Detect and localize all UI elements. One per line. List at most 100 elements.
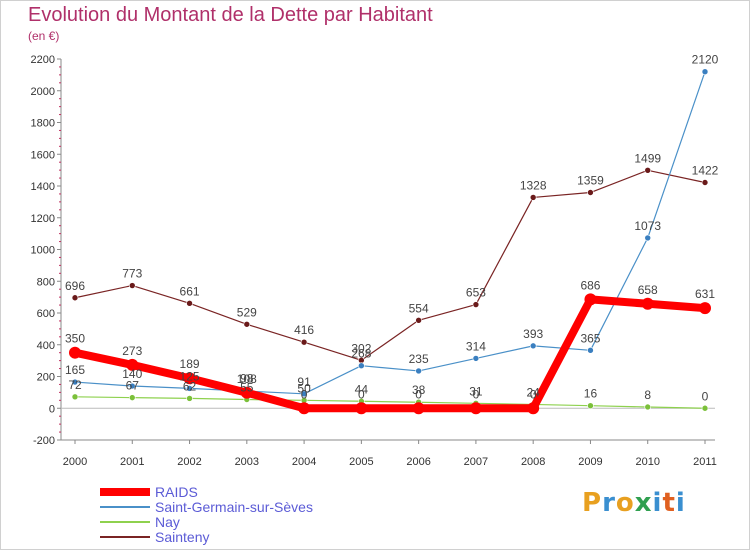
- x-tick-label: 2011: [693, 456, 717, 468]
- legend-label-raids: RAIDS: [155, 483, 198, 500]
- logo-letter: t: [662, 488, 676, 518]
- data-label: 55: [240, 381, 254, 395]
- data-point: [529, 342, 537, 350]
- data-point: [469, 402, 482, 415]
- x-tick-label: 2005: [349, 456, 373, 468]
- data-label: 235: [409, 352, 429, 366]
- data-label: 50: [297, 381, 311, 395]
- data-point: [699, 302, 711, 315]
- data-point: [300, 338, 308, 346]
- data-point: [472, 355, 480, 362]
- legend-item-nay: Nay: [100, 513, 313, 530]
- logo-letter: P: [582, 488, 603, 518]
- data-label: 2120: [692, 53, 719, 67]
- data-point: [472, 301, 480, 308]
- data-labels-layer: 696 773 661 529 416 302 554 653 1328 1359 1499 1422…: [65, 53, 719, 404]
- chart-title: Evolution du Montant de la Dette par Hab…: [28, 4, 433, 26]
- x-tick-label: 2002: [177, 456, 201, 468]
- y-tick-label: 1600: [31, 149, 55, 161]
- data-point: [644, 403, 652, 411]
- data-label: 72: [68, 378, 82, 392]
- y-tick-label: 1200: [31, 213, 55, 225]
- data-label: 1328: [520, 178, 547, 192]
- data-point: [701, 68, 709, 75]
- data-label: 16: [584, 387, 598, 401]
- data-label: 554: [409, 301, 429, 315]
- data-label: 67: [126, 379, 140, 393]
- series-line-0: [71, 295, 709, 413]
- data-point: [644, 234, 652, 242]
- data-label: 273: [122, 344, 142, 358]
- data-label: 108: [237, 372, 257, 386]
- data-label: 8: [644, 388, 651, 402]
- data-label: 302: [351, 341, 371, 355]
- data-point: [701, 404, 709, 412]
- data-label: 98: [240, 372, 254, 386]
- legend-swatch-saint-germain: [100, 505, 150, 508]
- data-point: [358, 362, 365, 370]
- data-point: [584, 293, 597, 306]
- data-label: 62: [183, 379, 197, 393]
- data-label: 529: [237, 305, 257, 319]
- data-label: 0: [358, 387, 365, 401]
- unit-label: (en €): [28, 29, 60, 43]
- x-tick-label: 2001: [120, 456, 144, 468]
- data-point: [355, 402, 368, 415]
- data-label: 268: [351, 347, 371, 361]
- legend-item-raids: RAIDS: [100, 483, 313, 500]
- legend-label-sainteny: Sainteny: [155, 528, 210, 545]
- data-point: [415, 367, 422, 375]
- data-point: [186, 300, 193, 307]
- y-tick-label: -200: [33, 435, 55, 447]
- data-point: [644, 166, 652, 174]
- logo-letter: x: [634, 488, 653, 518]
- x-tick-label: 2000: [63, 456, 87, 468]
- data-label: 365: [580, 331, 600, 345]
- data-point: [243, 320, 251, 328]
- y-tick-label: 1800: [31, 118, 55, 130]
- axes: -200020040060080010001200140016001800200…: [31, 54, 717, 468]
- data-label: 125: [180, 369, 200, 383]
- data-point: [128, 394, 136, 401]
- data-label: 31: [469, 384, 483, 398]
- series-line-1: [74, 71, 706, 395]
- data-point: [587, 347, 594, 354]
- data-point: [69, 346, 81, 359]
- x-tick-label: 2009: [578, 456, 602, 468]
- legend-swatch-sainteny: [100, 535, 150, 538]
- data-point: [71, 378, 79, 386]
- data-point: [183, 372, 196, 385]
- y-tick-label: 200: [37, 372, 55, 384]
- legend-label-nay: Nay: [155, 513, 180, 530]
- data-point: [527, 402, 540, 415]
- data-label: 653: [466, 286, 486, 300]
- y-tick-label: 600: [37, 308, 55, 320]
- x-tick-label: 2010: [635, 456, 659, 468]
- series-line-2: [74, 396, 706, 409]
- x-tick-label: 2008: [521, 456, 545, 468]
- logo-letter: r: [602, 488, 616, 518]
- y-tick-label: 2000: [31, 86, 55, 98]
- legend-swatch-raids: [100, 487, 150, 496]
- legend-item-saint-germain: Saint-Germain-sur-Sèves: [100, 499, 313, 515]
- data-label: 314: [466, 339, 486, 353]
- y-tick-label: 1400: [31, 181, 55, 193]
- data-label: 140: [122, 367, 142, 381]
- x-tick-label: 2007: [464, 456, 488, 468]
- data-label: 416: [294, 323, 314, 337]
- data-point: [701, 179, 709, 186]
- data-point: [128, 282, 136, 289]
- data-point: [186, 385, 193, 392]
- proxiti-logo: Proxiti: [582, 488, 686, 518]
- legend-swatch-nay: [100, 520, 150, 523]
- data-point: [240, 386, 253, 399]
- data-point: [71, 294, 79, 302]
- data-label: 1422: [692, 164, 719, 178]
- data-point: [298, 402, 311, 415]
- data-point: [300, 390, 308, 398]
- data-point: [128, 382, 136, 390]
- data-point: [641, 297, 654, 310]
- y-tick-label: 2200: [31, 54, 55, 66]
- data-label: 38: [412, 383, 426, 397]
